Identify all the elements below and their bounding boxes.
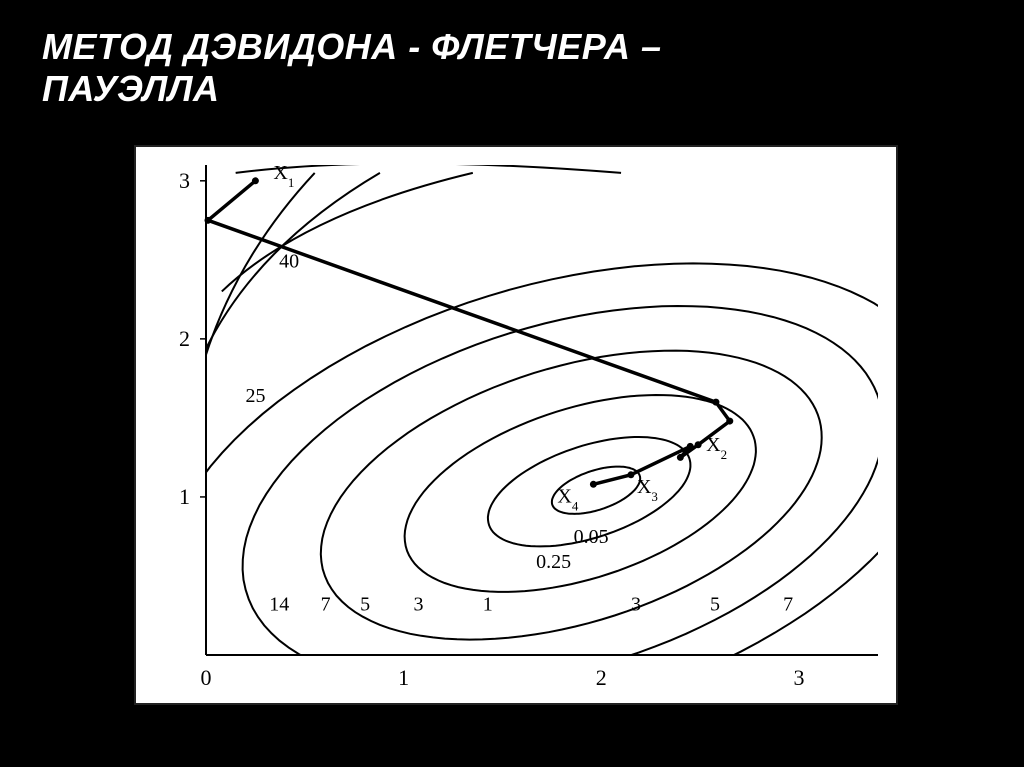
svg-text:3: 3 (631, 594, 641, 616)
svg-text:0.25: 0.25 (536, 551, 571, 573)
svg-text:X4: X4 (557, 485, 578, 512)
svg-text:7: 7 (783, 594, 793, 616)
svg-text:X3: X3 (637, 476, 658, 504)
svg-text:5: 5 (360, 594, 370, 616)
svg-text:2: 2 (596, 665, 607, 690)
svg-text:3: 3 (414, 594, 424, 616)
svg-text:40: 40 (279, 251, 299, 273)
svg-text:1: 1 (483, 594, 493, 616)
chart-svg: 0 1 2 3 1 2 3 0.050.25 1 3 3 5 5 7 7 14 25 40 X1 X2 X3 X4 (136, 147, 896, 703)
svg-text:5: 5 (710, 594, 720, 616)
svg-text:X2: X2 (706, 434, 727, 462)
title-line-1: МЕТОД ДЭВИДОНА - ФЛЕТЧЕРА – (42, 26, 662, 67)
svg-text:7: 7 (321, 594, 331, 616)
svg-text:0: 0 (201, 665, 212, 690)
svg-text:25: 25 (246, 385, 266, 407)
svg-text:14: 14 (269, 594, 289, 616)
title-line-2: ПАУЭЛЛА (42, 68, 219, 109)
svg-text:0.05: 0.05 (574, 526, 609, 548)
slide-title: МЕТОД ДЭВИДОНА - ФЛЕТЧЕРА – ПАУЭЛЛА (0, 0, 1024, 111)
svg-text:1: 1 (179, 484, 190, 509)
svg-text:X1: X1 (273, 162, 294, 190)
svg-text:3: 3 (793, 665, 804, 690)
svg-text:2: 2 (179, 326, 190, 351)
svg-text:3: 3 (179, 168, 190, 193)
contour-chart: 0 1 2 3 1 2 3 0.050.25 1 3 3 5 5 7 7 14 25 40 X1 X2 X3 X4 (134, 145, 898, 705)
svg-text:1: 1 (398, 665, 409, 690)
